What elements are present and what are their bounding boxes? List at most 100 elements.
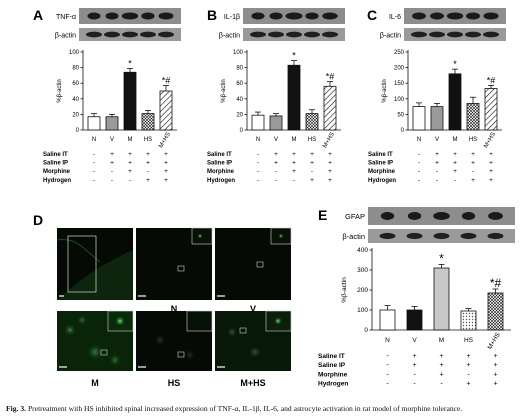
category-label: N: [256, 137, 260, 143]
blot-band: [86, 31, 102, 38]
y-tick-label: 50: [397, 112, 404, 118]
y-tick-label: 250: [394, 50, 405, 56]
blot-band: [411, 31, 427, 38]
treatment-sign: +: [274, 151, 278, 158]
blot-band: [141, 12, 155, 20]
blot-label-actin: β-actin: [219, 33, 240, 40]
treatment-row-label: Saline IP: [318, 362, 346, 369]
blot-band: [250, 31, 266, 38]
bar: [305, 113, 319, 131]
blot-band: [158, 31, 174, 38]
treatment-sign: +: [493, 362, 497, 369]
y-tick-label: 100: [357, 307, 368, 314]
blot-label-actin: β-actin: [380, 33, 401, 40]
y-tick-label: 60: [236, 81, 243, 87]
treatment-sign: +: [274, 160, 278, 167]
bar: [430, 106, 444, 131]
treatment-sign: -: [311, 168, 313, 175]
treatment-sign: -: [129, 177, 131, 184]
category-label: V: [274, 137, 278, 143]
bar: [323, 85, 337, 131]
y-tick-label: 0: [76, 128, 80, 134]
category-label: HS: [464, 337, 474, 344]
signal-hs: [155, 335, 195, 360]
chart-panel-a: TNF-α β-actin 0 20 40 60 80 100 %β-actin N V * M HS *#…: [43, 8, 181, 184]
treatment-sign: +: [489, 151, 493, 158]
category-label: M+HS: [158, 132, 172, 150]
treatment-sign: +: [493, 381, 497, 388]
treatment-sign: -: [386, 362, 389, 369]
blot-band: [407, 212, 422, 220]
bar: [406, 309, 423, 331]
treatment-sign: -: [147, 168, 149, 175]
bar: [87, 116, 101, 131]
blot-band: [122, 31, 138, 38]
y-tick-label: 200: [394, 66, 405, 72]
treatment-sign: -: [454, 177, 456, 184]
category-label: M: [128, 137, 133, 143]
micrograph-panel-d: N V M HS M+HS: [56, 227, 292, 388]
treatment-sign: +: [439, 371, 443, 378]
blot-band: [380, 212, 395, 220]
blot-band: [379, 232, 396, 240]
significance-mark: *#: [490, 276, 502, 290]
blot-band: [140, 31, 156, 38]
bar: [448, 73, 462, 131]
treatment-sign: -: [111, 177, 113, 184]
roi-box-m-hs: [239, 327, 247, 334]
treatment-sign: -: [293, 177, 295, 184]
treatment-row-label: Saline IT: [43, 152, 68, 158]
treatment-sign: -: [467, 371, 470, 378]
treatment-sign: +: [146, 160, 150, 167]
category-label: HS: [308, 137, 316, 143]
treatment-sign: +: [292, 151, 296, 158]
category-label: V: [435, 137, 439, 143]
blot-band: [461, 212, 476, 220]
micrograph-label-hs: HS: [168, 378, 181, 388]
treatment-sign: -: [418, 151, 420, 158]
y-tick-label: 0: [240, 128, 244, 134]
blot-band: [430, 12, 444, 20]
bar: [287, 64, 301, 131]
blot-band: [483, 12, 499, 20]
y-tick-label: 80: [236, 66, 243, 72]
y-tick-label: 20: [72, 112, 79, 118]
treatment-row-label: Saline IP: [207, 161, 232, 167]
blot-label-actin: β-actin: [342, 232, 365, 241]
blot-band: [446, 12, 464, 20]
caption-prefix: Fig. 3.: [6, 404, 27, 413]
significance-mark: *: [453, 59, 457, 69]
treatment-sign: +: [435, 151, 439, 158]
category-label: M: [439, 337, 444, 344]
treatment-sign: +: [493, 371, 497, 378]
treatment-sign: +: [439, 362, 443, 369]
y-tick-label: 150: [394, 81, 405, 87]
blot-label-target: IL-1β: [224, 14, 240, 21]
y-tick-label: 400: [357, 247, 368, 254]
blot-label-actin: β-actin: [55, 33, 76, 40]
bar: [433, 267, 450, 331]
blot-band: [158, 12, 174, 20]
panel-letter-b: B: [207, 7, 217, 23]
blot-band: [412, 12, 426, 20]
treatment-sign: +: [328, 177, 332, 184]
treatment-sign: +: [128, 168, 132, 175]
blot-band: [285, 12, 303, 20]
bar: [484, 88, 498, 131]
blot-band: [465, 31, 481, 38]
treatment-sign: -: [418, 160, 420, 167]
bar: [123, 71, 137, 131]
treatment-row-label: Morphine: [318, 371, 348, 378]
treatment-sign: -: [257, 151, 259, 158]
panel-letter-d: D: [33, 212, 43, 228]
treatment-sign: +: [128, 151, 132, 158]
treatment-sign: +: [110, 160, 114, 167]
bar: [460, 310, 477, 331]
significance-mark: *#: [326, 72, 335, 82]
treatment-sign: +: [453, 151, 457, 158]
y-tick-label: 80: [72, 66, 79, 72]
blot-band: [105, 12, 119, 20]
chart-panel-c: IL-6 β-actin 0 50 100 150 200 250 %β-actin N V * M HS…: [368, 8, 506, 184]
category-label: HS: [469, 137, 477, 143]
treatment-sign: +: [310, 160, 314, 167]
